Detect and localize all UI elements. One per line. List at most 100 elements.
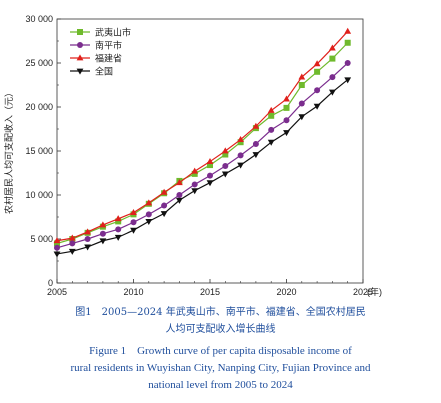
series-line xyxy=(56,79,349,255)
data-point xyxy=(130,219,137,226)
data-point xyxy=(267,139,275,146)
data-point xyxy=(283,95,290,102)
x-tick-label: 2010 xyxy=(123,287,143,297)
data-point xyxy=(298,82,305,88)
legend-entry-2: 南平市 xyxy=(70,40,122,52)
legend-entry-1: 武夷山市 xyxy=(70,27,131,39)
y-tick-label: 0 xyxy=(48,278,53,288)
legend-label: 南平市 xyxy=(95,40,122,52)
data-point xyxy=(252,152,260,159)
x-tick-label: 2020 xyxy=(276,287,296,297)
data-point xyxy=(130,227,137,234)
data-point xyxy=(84,244,91,251)
data-point xyxy=(268,126,275,133)
data-point xyxy=(298,114,306,121)
data-point xyxy=(329,44,336,51)
data-point xyxy=(99,238,107,245)
legend-label: 全国 xyxy=(95,66,113,78)
data-point xyxy=(68,234,76,241)
data-point xyxy=(176,179,183,186)
axes: 0 5 000 10 000 15 000 20 000 25 000 30 000 2005… xyxy=(25,14,373,297)
data-point xyxy=(268,112,275,119)
series-3 xyxy=(53,27,352,244)
legend-marker xyxy=(76,68,84,75)
caption-en-line-1: Figure 1 Growth curve of per capita disp… xyxy=(89,345,352,357)
data-point xyxy=(115,218,122,225)
data-point xyxy=(283,104,290,111)
data-point xyxy=(314,87,321,94)
data-point xyxy=(221,147,229,154)
data-point xyxy=(191,167,199,174)
caption-en-line-2: rural residents in Wuyishan City, Nanpin… xyxy=(70,362,371,374)
legend-entry-3: 福建省 xyxy=(70,53,122,65)
data-point xyxy=(206,157,214,164)
y-tick-label: 15 000 xyxy=(25,146,53,156)
data-point xyxy=(344,27,352,34)
data-point xyxy=(145,219,153,225)
legend-marker xyxy=(77,42,83,48)
caption-english: Figure 1 Growth curve of per capita disp… xyxy=(0,343,441,394)
data-point xyxy=(160,188,168,195)
data-point xyxy=(145,199,153,206)
y-tick-label: 25 000 xyxy=(25,58,53,68)
legend-marker xyxy=(77,29,83,35)
data-point xyxy=(53,251,61,258)
data-point xyxy=(314,68,321,75)
x-tick-label: 2025 xyxy=(353,287,373,297)
y-tick-label: 5 000 xyxy=(30,234,53,244)
caption-chinese: 图1 2005—2024 年武夷山市、南平市、福建省、全国农村居民 人均可支配收… xyxy=(0,304,441,338)
data-point xyxy=(344,77,352,84)
data-point xyxy=(267,106,275,113)
data-point xyxy=(252,140,259,147)
data-point xyxy=(283,130,290,137)
data-point xyxy=(160,211,168,218)
data-point xyxy=(191,170,198,177)
data-point xyxy=(114,234,122,241)
y-axis-title: 农村居民人均可支配收入（元） xyxy=(3,88,15,214)
data-point xyxy=(176,192,183,198)
series-group xyxy=(53,27,352,258)
data-point xyxy=(329,74,336,81)
data-point xyxy=(54,244,60,251)
x-tick-label: 2005 xyxy=(47,287,67,297)
data-point xyxy=(69,240,76,247)
series-2 xyxy=(54,60,351,251)
legend-label: 福建省 xyxy=(95,53,122,65)
caption-en-line-3: national level from 2005 to 2024 xyxy=(148,379,293,391)
data-point xyxy=(84,236,91,242)
data-point xyxy=(237,152,244,159)
data-point xyxy=(145,211,152,218)
data-point xyxy=(207,172,213,179)
data-point xyxy=(252,122,260,129)
y-tick-label: 30 000 xyxy=(25,14,53,24)
data-point xyxy=(283,117,290,124)
data-point xyxy=(313,103,321,110)
x-axis-unit: (年) xyxy=(367,286,382,297)
y-tick-label: 10 000 xyxy=(25,190,53,200)
data-point xyxy=(206,180,214,187)
data-point xyxy=(84,228,91,235)
data-point xyxy=(191,188,199,195)
caption-cn-line-1: 图1 2005—2024 年武夷山市、南平市、福建省、全国农村居民 xyxy=(75,307,366,318)
data-point xyxy=(99,221,107,228)
data-point xyxy=(54,240,60,247)
data-point xyxy=(298,100,305,107)
y-tick-label: 20 000 xyxy=(25,102,53,112)
data-point xyxy=(237,162,244,169)
series-line xyxy=(56,62,349,249)
legend-marker xyxy=(76,54,84,61)
data-point xyxy=(298,73,306,80)
data-point xyxy=(344,60,351,66)
series-line xyxy=(56,30,349,242)
data-point xyxy=(191,181,198,188)
data-point xyxy=(99,230,106,237)
data-point xyxy=(68,248,76,255)
data-point xyxy=(161,202,168,209)
data-point xyxy=(114,215,122,222)
data-point xyxy=(329,89,336,96)
data-point xyxy=(115,226,122,233)
line-chart: 0 5 000 10 000 15 000 20 000 25 000 30 000 2005… xyxy=(3,14,382,297)
caption-cn-line-2: 人均可支配收入增长曲线 xyxy=(165,324,276,335)
data-point xyxy=(207,162,213,169)
